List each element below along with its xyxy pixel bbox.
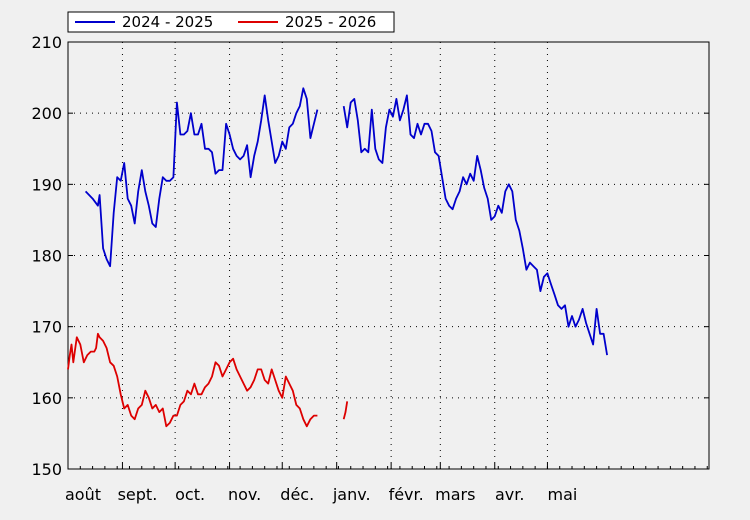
x-tick-label: mars <box>435 485 475 504</box>
x-tick-label: déc. <box>280 485 314 504</box>
y-tick-label: 170 <box>31 318 62 337</box>
x-tick-label: mai <box>548 485 578 504</box>
grid-lines <box>68 42 709 469</box>
y-tick-label: 180 <box>31 247 62 266</box>
x-tick-label: avr. <box>495 485 524 504</box>
y-tick-label: 200 <box>31 104 62 123</box>
legend-box <box>67 11 395 33</box>
y-tick-label: 210 <box>31 33 62 52</box>
x-tick-label: nov. <box>228 485 261 504</box>
series-layer <box>67 87 608 428</box>
y-tick-label: 150 <box>31 460 62 479</box>
series-line-2024-2025 <box>84 87 319 268</box>
series-line-2024-2025 <box>342 94 608 356</box>
x-tick-label: févr. <box>389 485 424 504</box>
x-axis: août sept. oct. nov. déc. janv. févr. mars avr. m… <box>65 463 708 504</box>
series-line-2025-2026 <box>67 332 318 428</box>
x-tick-label: janv. <box>332 485 371 504</box>
x-tick-label: août <box>65 485 101 504</box>
y-tick-label: 160 <box>31 389 62 408</box>
y-axis: 150 160 170 180 190 200 210 <box>31 33 709 479</box>
legend: 2024 - 2025 2025 - 2026 <box>67 11 395 33</box>
y-tick-label: 190 <box>31 175 62 194</box>
x-tick-label: oct. <box>175 485 205 504</box>
legend-label-2024-2025: 2024 - 2025 <box>122 13 213 31</box>
legend-label-2025-2026: 2025 - 2026 <box>285 13 376 31</box>
series-line-2025-2026 <box>342 401 349 420</box>
x-tick-label: sept. <box>118 485 158 504</box>
